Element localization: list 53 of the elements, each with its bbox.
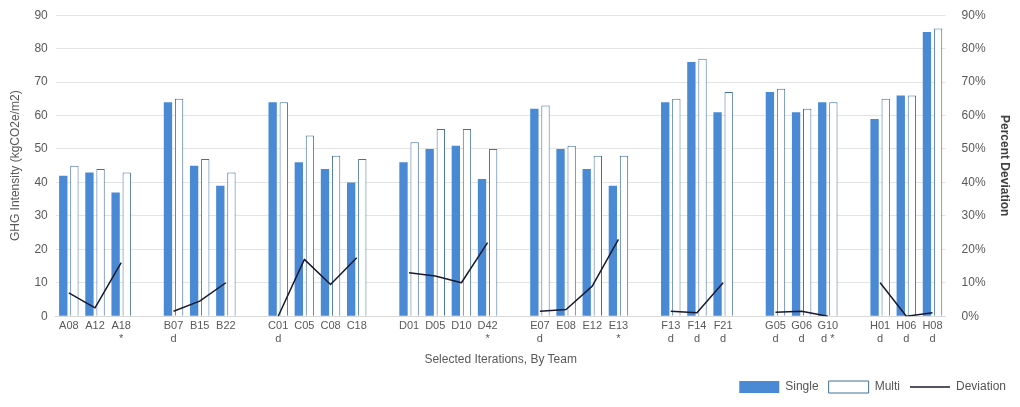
x-tick-label: A18 * [111,318,131,345]
y2-tick-label: 20% [961,241,986,256]
x-tick-label: F21 d [713,318,733,345]
x-tick-label: E07 d [530,318,550,345]
y-tick-label: 30 [34,208,49,223]
x-tick-label: B15 [189,318,210,331]
y2-tick-label: 50% [961,141,986,156]
y2-tick-label: 0% [961,308,980,323]
x-tick-label: C08 [320,318,341,331]
x-tick-label: G10 d * [817,318,839,345]
x-tick-label: B22 [216,318,236,331]
x-tick-label: C01 d [268,318,289,345]
y-axis-title: GHG Intensity (kgCO2e/m2) [7,90,22,242]
y2-tick-label: 40% [961,174,986,189]
x-tick-label: A08 [59,318,79,331]
x-tick-label: H01 d [870,318,891,345]
y-tick-label: 60 [34,107,49,122]
x-tick-label: H08 d [922,318,943,345]
y-tick-label: 80 [34,40,49,55]
x-tick-label: E08 [556,318,576,331]
x-tick-label: A12 [85,318,105,331]
y2-tick-label: 10% [961,275,986,290]
y2-tick-label: 70% [961,74,986,89]
x-tick-label: G06 d [791,318,813,345]
y-tick-label: 0 [41,308,49,323]
x-tick-label: E12 [582,318,603,331]
x-tick-label: C05 [294,318,315,331]
x-tick-label: H06 d [896,318,917,345]
y2-axis-title: Percent Deviation [998,115,1013,217]
legend-label: Single [785,379,819,394]
x-tick-label: B07 d [163,318,184,345]
x-tick-label: D05 [425,318,446,331]
y2-tick-label: 80% [961,40,986,55]
y-tick-label: 10 [34,275,49,290]
y-tick-label: 50 [34,141,49,156]
x-tick-label: F14 d [687,318,707,345]
x-tick-label: G05 d [765,318,786,345]
x-tick-label: D10 [451,318,472,331]
x-tick-label: D01 [398,318,420,331]
x-tick-label: C18 [346,318,367,331]
y2-tick-label: 90% [961,7,986,22]
y2-tick-label: 60% [961,107,986,122]
y-tick-label: 20 [34,241,49,256]
legend-label: Deviation [955,379,1006,394]
y2-tick-label: 30% [961,208,986,223]
legend-label: Multi [874,379,900,394]
x-tick-label: F13 d [661,318,681,345]
x-tick-label: D42 * [477,318,498,345]
y-tick-label: 90 [34,7,49,22]
y-tick-label: 70 [34,74,49,89]
x-axis-title: Selected Iterations, By Team [424,352,577,367]
x-tick-label: E13 * [608,318,629,345]
y-tick-label: 40 [34,174,49,189]
